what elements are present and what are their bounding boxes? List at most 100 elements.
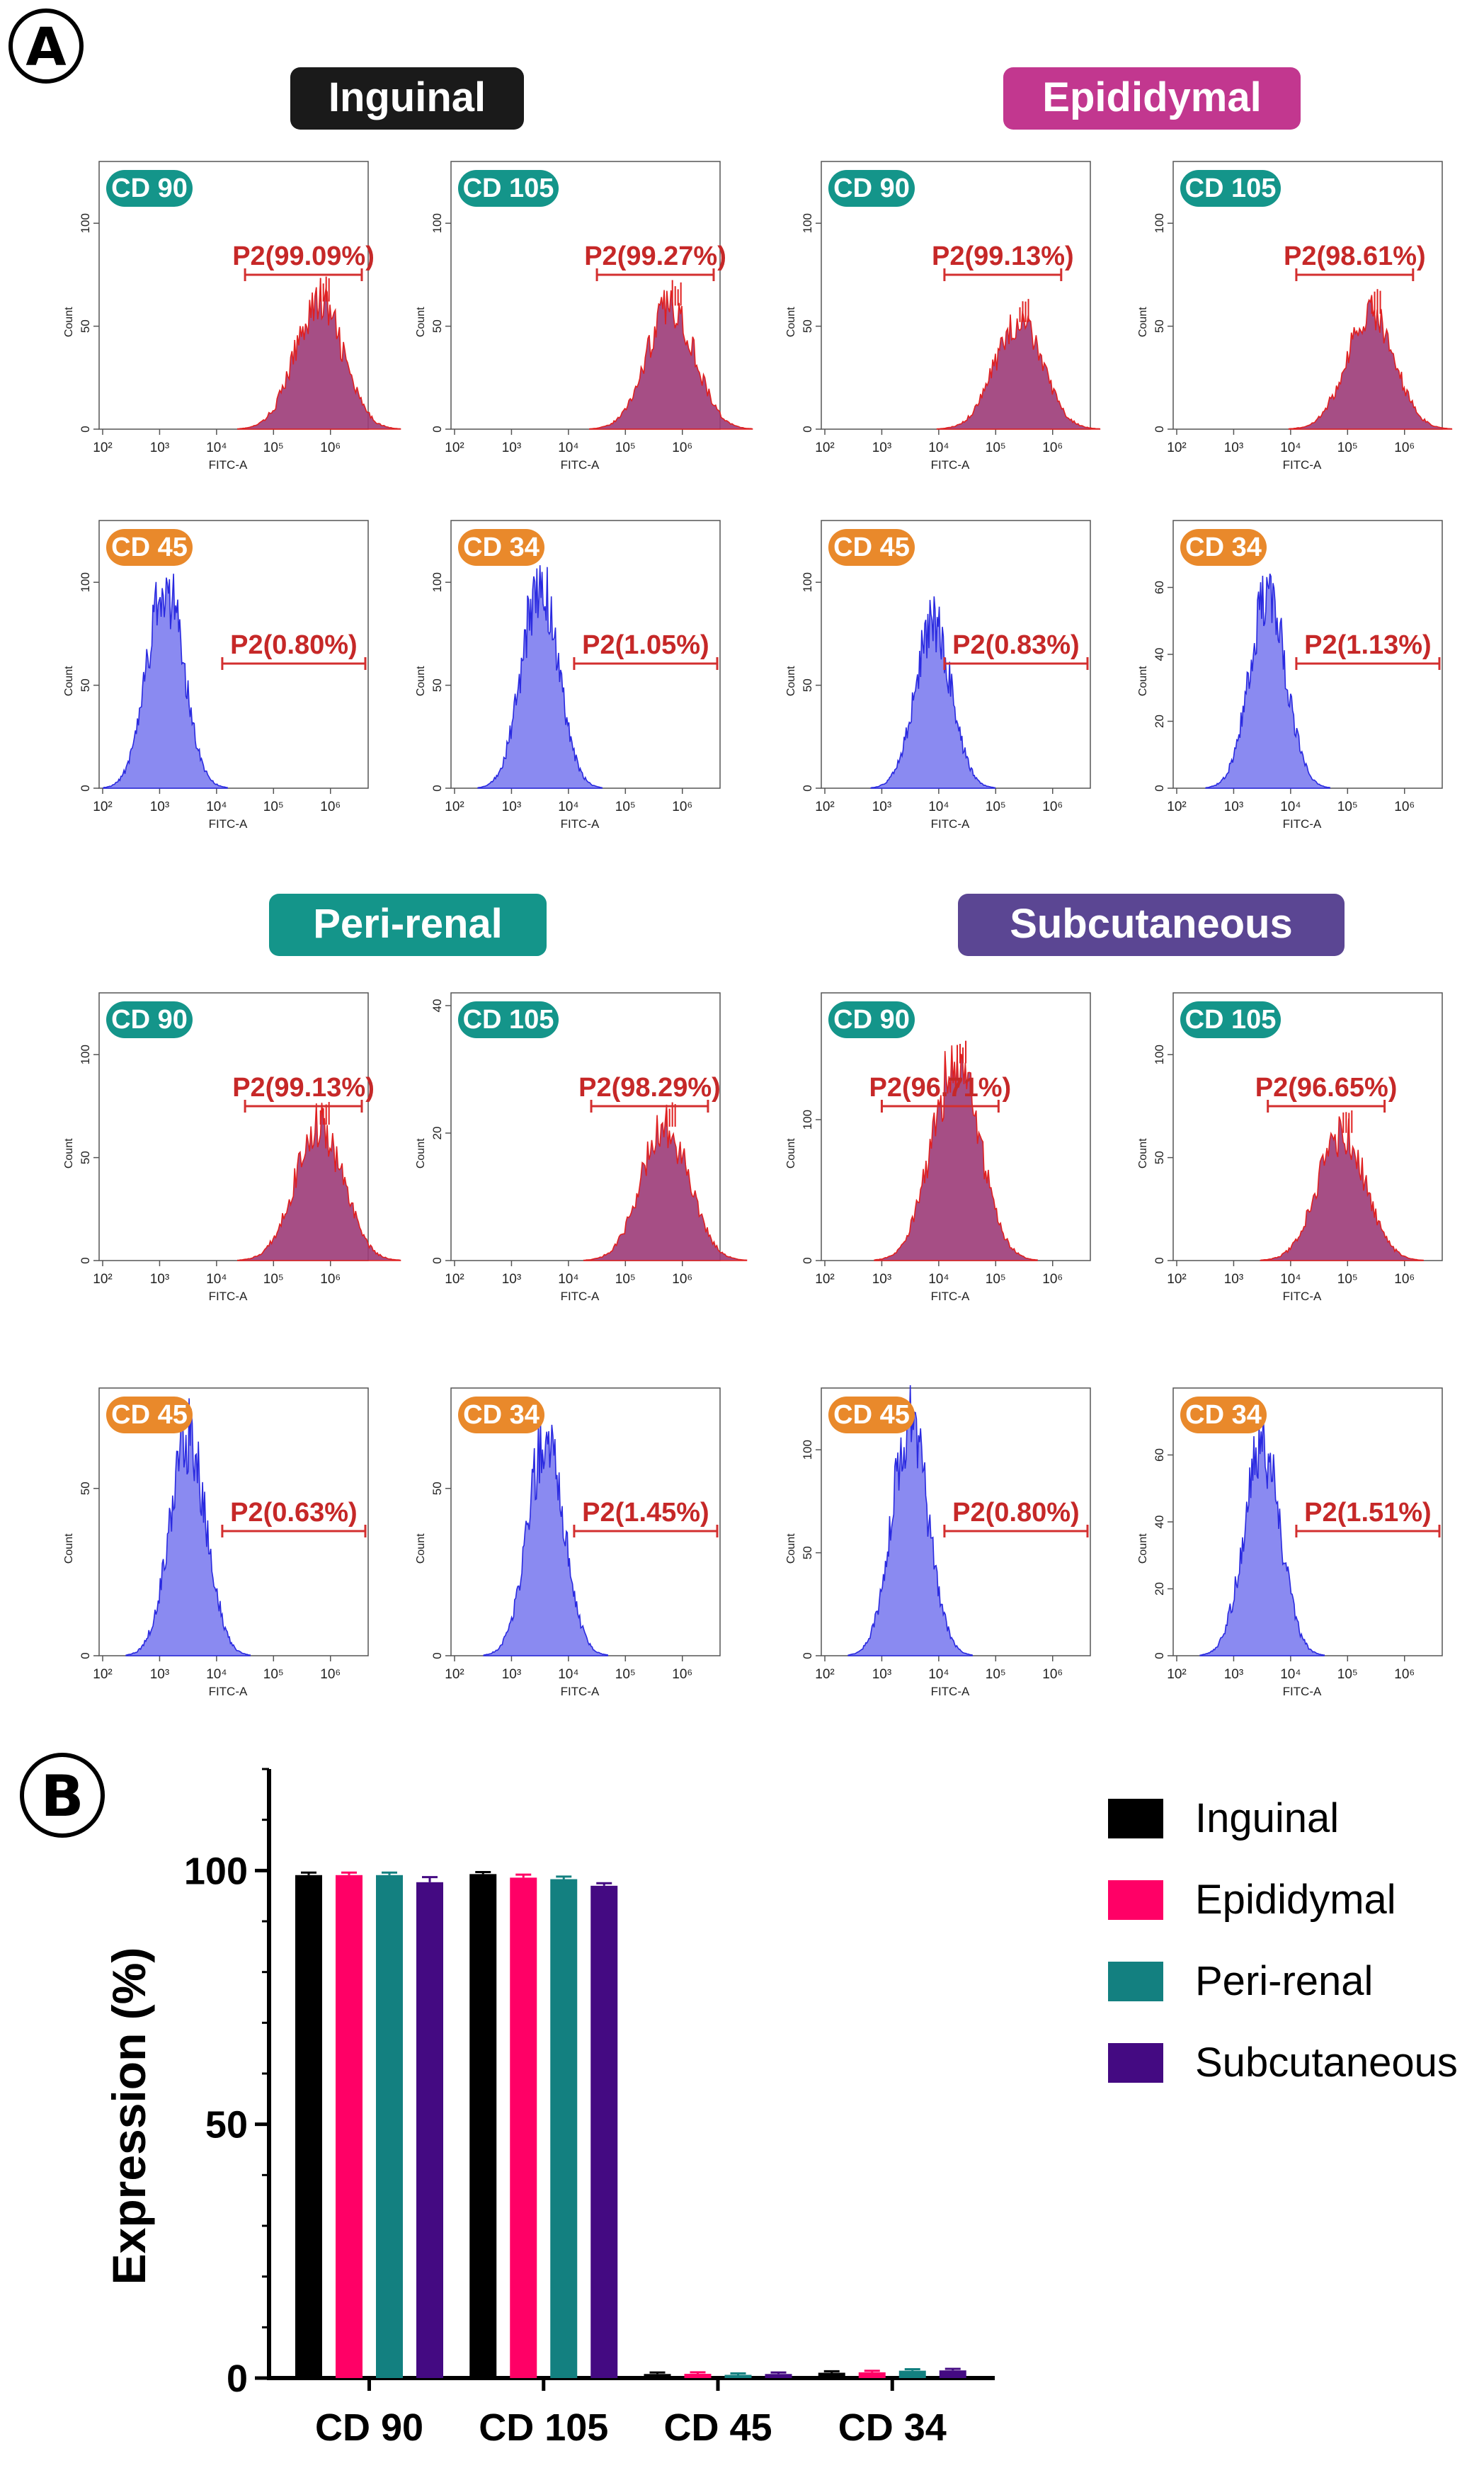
x-tick-label: 10⁴ [558,1272,578,1287]
x-tick-label: 10⁵ [615,440,636,455]
group-header-peri-renal: Peri-renal [269,894,547,956]
histogram-epididymal-cd-45: 0 50 100 Count 10² 10³ 10⁴ 10⁵ 10⁶ FITC-A P2(0.83%… [785,520,1091,831]
x-tick-label: 10⁵ [986,440,1006,455]
bar-cd-105-inguinal [469,1874,497,2378]
marker-badge [458,1397,544,1433]
gate-percentage: P2(98.29%) [578,1073,721,1103]
marker-label: CD 90 [833,1005,910,1035]
marker-label: CD 34 [1185,1400,1262,1430]
group-header-epididymal: Epididymal [1003,67,1301,130]
y-axis-label: Count [1137,307,1149,337]
marker-label: CD 105 [1185,174,1277,203]
x-axis-label: FITC-A [209,817,248,831]
legend-label-subcutaneous: Subcutaneous [1195,2040,1458,2086]
y-tick-label: 50 [430,319,444,333]
group-header-box [269,894,547,956]
histogram-distribution [874,1045,1038,1261]
x-axis-label: FITC-A [561,1685,600,1698]
x-tick-label: 10⁴ [206,800,227,814]
x-tick-label: 10⁶ [1394,440,1415,455]
marker-label: CD 105 [463,1005,554,1035]
x-tick-label: 10³ [1224,1272,1243,1287]
histogram-distribution [870,596,996,789]
histogram-distribution [1260,1116,1424,1261]
marker-label: CD 34 [463,1400,540,1430]
histogram-epididymal-cd-105: 0 50 100 Count 10² 10³ 10⁴ 10⁵ 10⁶ FITC-A P2(98.61… [1137,161,1453,472]
x-tick-label: CD 34 [838,2406,947,2449]
y-tick-label: 0 [801,426,814,432]
bar-cd-90-epididymal [336,1875,363,2378]
group-header-inguinal: Inguinal [290,67,524,130]
legend-label-inguinal: Inguinal [1195,1795,1339,1841]
histogram-distribution [583,1104,748,1261]
y-axis-label: Count [63,666,75,696]
histogram-peri-renal-cd-90: 0 50 100 Count 10² 10³ 10⁴ 10⁵ 10⁶ FITC-A P2(99.13… [63,992,401,1303]
histogram-inguinal-cd-105: 0 50 100 Count 10² 10³ 10⁴ 10⁵ 10⁶ FITC-A P2(99.27… [415,161,753,472]
y-tick-label: 50 [801,319,814,333]
x-tick-label: 10⁶ [672,1667,692,1682]
marker-label: CD 45 [833,533,910,562]
marker-badge [458,529,544,566]
y-tick-label: 50 [79,1482,92,1495]
x-tick-label: 10² [445,1667,464,1682]
x-tick-label: 10⁴ [1280,1272,1301,1287]
bar-cd-90-inguinal [295,1875,322,2378]
marker-label: CD 90 [833,174,910,203]
bar-cd-34-peri-renal [898,2370,926,2378]
x-tick-label: 10³ [150,1667,169,1682]
bar-cd-45-epididymal [684,2374,712,2378]
group-header-box [290,67,524,130]
histogram-inguinal-cd-45: 0 50 100 Count 10² 10³ 10⁴ 10⁵ 10⁶ FITC-A P2(0.80%… [63,520,369,831]
bar-cd-105-epididymal [510,1877,537,2378]
y-tick-label: 100 [1153,213,1166,233]
panel-b-label: B [20,1753,105,1838]
marker-badge [106,1001,193,1038]
x-tick-label: 10² [1167,800,1186,814]
x-tick-label: 10⁴ [928,800,949,814]
x-tick-label: 10⁶ [320,1667,341,1682]
x-tick-label: 10³ [150,440,169,455]
marker-badge [1180,1397,1267,1433]
legend-swatch-inguinal [1108,1799,1163,1838]
gate-percentage: P2(1.13%) [1304,630,1432,660]
y-axis-label: Count [1137,1138,1149,1168]
bar-cd-34-inguinal [818,2372,845,2378]
y-tick-label: 50 [205,2104,248,2146]
x-tick-label: 10⁵ [1337,440,1358,455]
y-tick-label: 50 [430,1482,444,1495]
x-tick-label: 10² [1167,440,1186,455]
y-tick-label: 50 [801,678,814,692]
y-tick-label: 60 [1153,581,1166,594]
marker-label: CD 34 [1185,533,1262,562]
y-tick-label: 100 [801,1440,814,1460]
x-tick-label: 10⁶ [672,800,692,814]
histogram-distribution [588,290,753,430]
x-axis-label: FITC-A [931,458,970,472]
x-tick-label: 10⁵ [263,440,284,455]
y-tick-label: 0 [1153,426,1166,432]
x-tick-label: 10⁵ [986,1272,1006,1287]
bar-cd-90-subcutaneous [416,1882,443,2378]
bar-chart: 0 50 100 Expression (%) CD 90 CD 105 CD 45 CD 3… [103,1768,1458,2449]
y-axis-label: Count [63,1138,75,1168]
x-axis-label: FITC-A [931,1685,970,1698]
x-axis-label: FITC-A [209,1290,248,1303]
x-tick-label: 10³ [872,800,891,814]
histogram-distribution [125,1398,251,1656]
marker-badge [1180,1001,1281,1038]
y-tick-label: 100 [1153,1045,1166,1064]
x-tick-label: 10⁴ [558,1667,578,1682]
x-tick-label: 10⁴ [206,1667,227,1682]
y-tick-label: 100 [430,213,444,233]
x-tick-label: 10⁵ [615,1667,636,1682]
histogram-distribution [483,1419,609,1656]
group-header-box [1003,67,1301,130]
x-tick-label: 10⁵ [615,1272,636,1287]
x-tick-label: 10⁶ [320,440,341,455]
x-tick-label: 10⁶ [320,1272,341,1287]
marker-label: CD 34 [463,533,540,562]
x-tick-label: 10² [93,1272,112,1287]
histogram-distribution [1205,573,1331,789]
x-tick-label: 10⁶ [1042,1667,1063,1682]
panel-a-label: A [8,8,84,84]
